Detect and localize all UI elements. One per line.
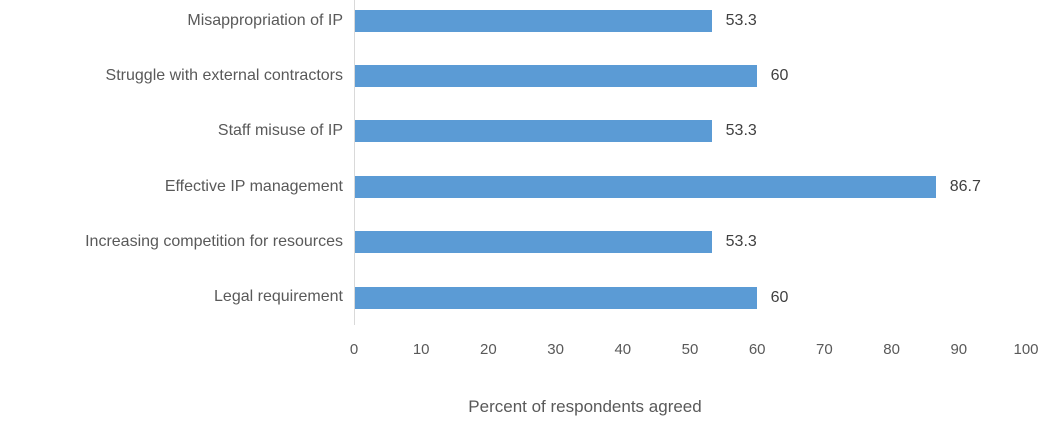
category-label: Legal requirement xyxy=(214,288,343,306)
x-tick-label: 90 xyxy=(950,341,968,358)
category-label: Staff misuse of IP xyxy=(217,122,343,140)
x-axis-ticks: 0 10 20 30 40 50 60 70 80 90 100 xyxy=(350,341,1039,361)
chart-row: Effective IP management 86.7 xyxy=(0,159,1048,214)
x-tick-label: 30 xyxy=(547,341,564,358)
bar xyxy=(354,286,757,309)
category-label: Misappropriation of IP xyxy=(187,11,343,29)
value-label: 86.7 xyxy=(949,177,981,195)
plot-area: Misappropriation of IP 53.3 Struggle with … xyxy=(0,0,1048,325)
chart-row: Legal requirement 60 xyxy=(0,270,1048,325)
bar-track: 60 xyxy=(354,270,1025,325)
category-label: Effective IP management xyxy=(164,177,343,195)
value-label: 53.3 xyxy=(725,122,757,140)
value-label: 60 xyxy=(770,67,789,85)
chart-row: Struggle with external contractors 60 xyxy=(0,48,1048,103)
x-tick-label: 20 xyxy=(480,341,497,358)
x-tick-label: 70 xyxy=(816,341,833,358)
x-tick-label: 100 xyxy=(1013,341,1039,358)
x-tick-label: 40 xyxy=(614,341,632,358)
x-tick-label: 60 xyxy=(748,341,766,358)
chart-row: Increasing competition for resources 53.3 xyxy=(0,215,1048,270)
bar xyxy=(354,65,757,88)
bar xyxy=(354,175,936,198)
x-tick-label: 80 xyxy=(883,341,900,358)
bar xyxy=(354,9,712,32)
bar xyxy=(354,231,712,254)
y-axis-line xyxy=(354,0,355,325)
bar-track: 53.3 xyxy=(354,215,1025,270)
bar-track: 86.7 xyxy=(354,159,1025,214)
category-label: Increasing competition for resources xyxy=(85,233,343,251)
value-label: 53.3 xyxy=(725,233,757,251)
x-axis-title: Percent of respondents agreed xyxy=(468,397,702,416)
x-tick-label: 10 xyxy=(412,341,430,358)
chart-row: Staff misuse of IP 53.3 xyxy=(0,104,1048,159)
category-label: Struggle with external contractors xyxy=(105,66,343,84)
bar-track: 53.3 xyxy=(354,104,1025,159)
x-tick-label: 50 xyxy=(681,341,699,358)
bar-track: 53.3 xyxy=(354,0,1025,48)
x-tick-label: 0 xyxy=(349,341,359,358)
bar xyxy=(354,120,712,143)
value-label: 53.3 xyxy=(725,11,757,29)
chart-row: Misappropriation of IP 53.3 xyxy=(0,0,1048,48)
bar-track: 60 xyxy=(354,48,1025,103)
value-label: 60 xyxy=(770,288,789,306)
